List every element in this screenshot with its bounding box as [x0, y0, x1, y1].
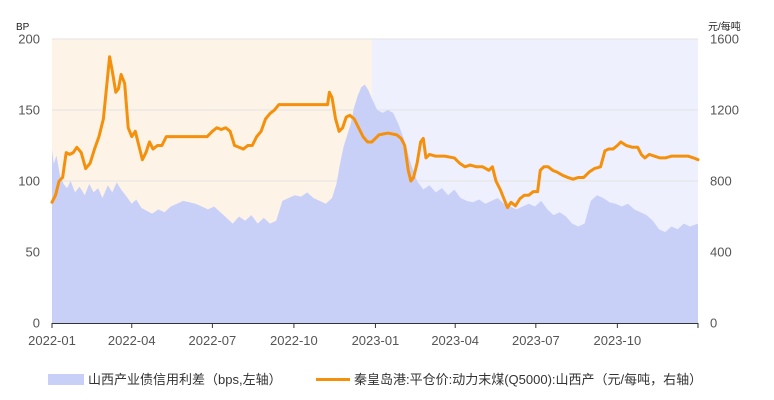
right-axis-ticks: 0 400 800 1200 1600: [710, 32, 739, 331]
right-tick-label-2: 800: [710, 174, 732, 189]
spread-area: [52, 84, 698, 323]
legend-label-coal: 秦皇岛港:平仓价:动力末煤(Q5000):山西产（元/每吨，右轴）: [354, 372, 702, 387]
legend-swatch-spread: [48, 374, 84, 385]
x-tick-label-5: 2023-04: [431, 333, 479, 348]
legend-label-spread: 山西产业债信用利差（bps,左轴）: [88, 372, 282, 387]
spread-area-layer: [52, 84, 698, 323]
legend: 山西产业债信用利差（bps,左轴） 秦皇岛港:平仓价:动力末煤(Q5000):山…: [48, 372, 702, 387]
right-tick-label-3: 1200: [710, 103, 739, 118]
left-tick-label-1: 50: [26, 245, 40, 260]
x-tick-label-2: 2022-07: [189, 333, 237, 348]
left-tick-label-2: 100: [18, 174, 40, 189]
x-tick-label-7: 2023-10: [594, 333, 642, 348]
x-tick-label-3: 2022-10: [270, 333, 318, 348]
right-axis-unit: 元/每吨: [708, 20, 741, 33]
x-tick-label-6: 2023-07: [512, 333, 560, 348]
right-tick-label-0: 0: [710, 316, 717, 331]
left-axis-ticks: 0 50 100 150 200: [18, 32, 40, 331]
right-tick-label-1: 400: [710, 245, 732, 260]
left-tick-label-3: 150: [18, 103, 40, 118]
coal-price-line-layer: [50, 55, 700, 210]
left-axis-unit: BP: [16, 22, 30, 33]
left-tick-label-0: 0: [33, 316, 40, 331]
x-tick-label-0: 2022-01: [28, 333, 76, 348]
x-tick-label-4: 2023-01: [352, 333, 400, 348]
coal-price-line: [50, 55, 700, 210]
right-tick-label-4: 1600: [710, 32, 739, 47]
x-tick-label-1: 2022-04: [108, 333, 156, 348]
x-axis-ticks: 2022-01 2022-04 2022-07 2022-10 2023-01 2023-…: [28, 323, 699, 348]
left-tick-label-4: 200: [18, 32, 40, 47]
